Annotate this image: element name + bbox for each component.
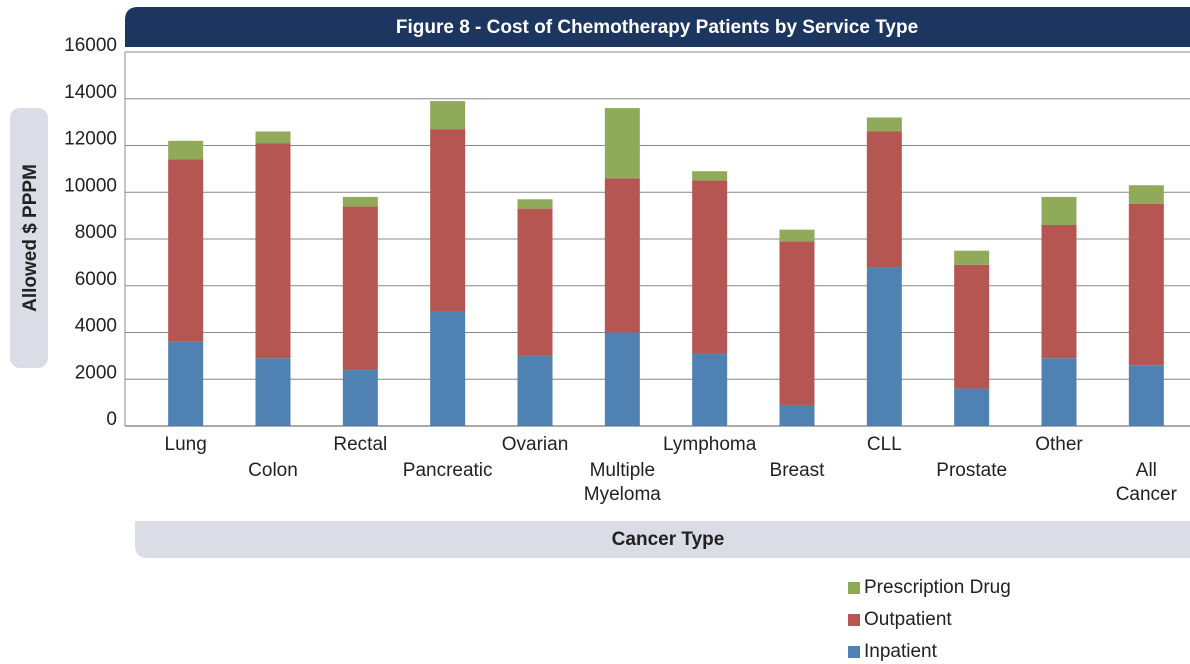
- x-axis-label: Cancer Type: [612, 529, 725, 550]
- bar-segment: [517, 355, 553, 426]
- bar-segment: [866, 117, 902, 132]
- legend-swatch: [848, 646, 860, 658]
- y-tick-label: 12000: [64, 129, 117, 150]
- y-tick-label: 0: [106, 409, 117, 430]
- y-axis-label: Allowed $ PPPM: [20, 164, 41, 312]
- bar-segment: [1041, 196, 1077, 225]
- x-tick-label: Prostate: [936, 460, 1007, 481]
- bar-segment: [342, 196, 378, 207]
- bar-segment: [517, 208, 553, 356]
- bar-segment: [1128, 203, 1164, 366]
- y-tick-label: 6000: [75, 269, 117, 290]
- bar-segment: [692, 180, 728, 354]
- legend-label: Inpatient: [864, 641, 938, 662]
- x-tick-label: Multiple Myeloma: [584, 460, 662, 505]
- x-tick-label: Ovarian: [502, 434, 569, 455]
- bar-segment: [779, 241, 815, 405]
- bar-segment: [954, 264, 990, 389]
- legend-swatch: [848, 614, 860, 626]
- bar-segment: [1041, 224, 1077, 359]
- bar-segment: [954, 388, 990, 426]
- y-tick-label: 14000: [64, 82, 117, 103]
- y-tick-label: 2000: [75, 362, 117, 383]
- x-tick-label: Lymphoma: [663, 434, 757, 455]
- y-tick-label: 10000: [64, 175, 117, 196]
- bar-segment: [779, 404, 815, 426]
- bar-segment: [517, 199, 553, 209]
- bar-segment: [779, 229, 815, 242]
- bar-segment: [1041, 358, 1077, 426]
- x-label-box: [135, 521, 1190, 558]
- x-tick-label: Breast: [770, 460, 826, 481]
- bar-segment: [430, 129, 466, 312]
- x-tick-label: Other: [1035, 434, 1083, 455]
- bar-segment: [168, 341, 204, 426]
- bar-segment: [866, 267, 902, 426]
- bar-segment: [954, 250, 990, 265]
- x-tick-label: Colon: [248, 460, 298, 481]
- legend-swatch: [848, 582, 860, 594]
- bar-segment: [692, 171, 728, 181]
- bar-segment: [342, 206, 378, 370]
- y-tick-label: 4000: [75, 316, 117, 337]
- x-tick-label: Rectal: [333, 434, 387, 455]
- y-tick-label: 8000: [75, 222, 117, 243]
- bar-segment: [692, 353, 728, 426]
- bar-segment: [168, 140, 204, 160]
- x-tick-label: CLL: [867, 434, 902, 455]
- bar-segment: [1128, 185, 1164, 204]
- bar-segment: [1128, 365, 1164, 426]
- title-banner: [125, 7, 1190, 47]
- legend-label: Prescription Drug: [864, 577, 1011, 598]
- y-label-box: [10, 108, 48, 368]
- x-tick-label: Lung: [165, 434, 207, 455]
- x-tick-label: Pancreatic: [403, 460, 493, 481]
- legend-label: Outpatient: [864, 609, 952, 630]
- chart-title: Figure 8 - Cost of Chemotherapy Patients…: [396, 17, 918, 38]
- bar-segment: [168, 159, 204, 342]
- x-tick-label: All Cancer: [1116, 460, 1178, 505]
- bar-segment: [430, 311, 466, 426]
- bar-segment: [604, 108, 640, 179]
- bar-segment: [255, 131, 291, 144]
- bar-segment: [604, 178, 640, 333]
- bar-segment: [430, 101, 466, 130]
- bar-segment: [255, 143, 291, 359]
- bar-segment: [866, 131, 902, 268]
- y-tick-label: 16000: [64, 35, 117, 56]
- bar-segment: [255, 358, 291, 426]
- bar-segment: [342, 369, 378, 426]
- bar-segment: [604, 332, 640, 426]
